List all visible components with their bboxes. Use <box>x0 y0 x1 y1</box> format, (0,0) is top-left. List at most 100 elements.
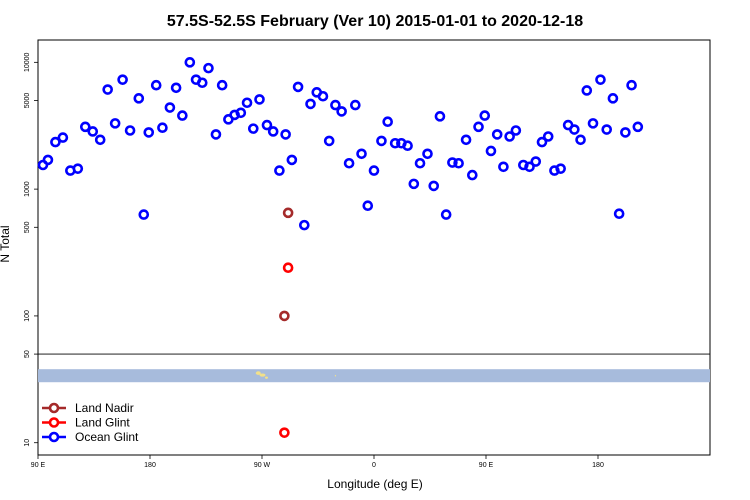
chart-title: 57.5S-52.5S February (Ver 10) 2015-01-01… <box>167 13 583 30</box>
ocean-glint-point <box>491 129 503 140</box>
ocean-glint-point <box>109 118 121 129</box>
ocean-glint-point <box>235 107 247 119</box>
y-tick-label: 100 <box>24 310 31 322</box>
ocean-glint-point <box>368 165 380 176</box>
x-tick-label: 180 <box>592 462 604 469</box>
ocean-glint-point <box>530 156 542 167</box>
ocean-glint-point <box>467 169 478 181</box>
ocean-glint-point <box>460 134 472 146</box>
x-tick-label: 180 <box>144 462 156 469</box>
ocean-glint-point <box>422 148 433 160</box>
ocean-glint-point <box>613 208 625 219</box>
ocean-glint-point <box>170 82 182 94</box>
land-glint-point <box>279 427 290 438</box>
ocean-glint-point <box>164 102 176 113</box>
ocean-glint-point <box>102 84 113 95</box>
y-tick-label: 5000 <box>24 93 31 109</box>
legend-marker-land-glint <box>48 417 60 428</box>
ocean-glint-point <box>479 110 491 121</box>
map-land-spot <box>334 374 337 377</box>
ocean-glint-point <box>607 93 619 104</box>
ocean-glint-point <box>247 123 259 134</box>
ocean-glint-point <box>292 81 304 93</box>
map-land-spot <box>255 371 261 375</box>
ocean-glint-point <box>356 148 367 160</box>
ocean-glint-point <box>42 154 54 166</box>
ocean-glint-point <box>362 200 374 212</box>
ocean-glint-point <box>50 136 61 148</box>
ocean-glint-point <box>124 125 136 136</box>
ocean-glint-point <box>382 116 393 128</box>
ocean-glint-point <box>143 127 155 138</box>
ocean-glint-point <box>177 110 188 121</box>
x-tick-label: 90 E <box>31 462 46 469</box>
x-tick-label: 0 <box>372 462 376 469</box>
ocean-glint-point <box>447 157 458 168</box>
y-axis: 10 50 100 500 1000 5000 10000 <box>24 52 38 447</box>
ocean-glint-point <box>434 111 446 122</box>
ocean-glint-point <box>57 132 69 143</box>
y-tick-label: 500 <box>24 221 31 233</box>
ocean-glint-point <box>267 126 279 137</box>
land-nadir-point <box>279 310 290 322</box>
land-nadir-point <box>282 207 294 219</box>
ocean-glint-point <box>440 209 452 220</box>
ocean-glint-point <box>414 157 426 169</box>
ocean-glint-point <box>216 79 228 91</box>
map-land-spot <box>264 376 268 379</box>
ocean-glint-point <box>389 137 401 149</box>
ocean-glint-point <box>280 129 291 140</box>
ocean-glint-point <box>133 93 145 104</box>
y-tick-label: 10000 <box>24 52 31 72</box>
ocean-glint-point <box>210 129 222 140</box>
ocean-glint-point <box>524 161 535 173</box>
legend-marker-ocean-glint <box>48 431 60 443</box>
y-tick-label: 1000 <box>24 181 31 197</box>
ocean-glint-point <box>632 121 644 133</box>
ocean-glint-point <box>203 62 214 74</box>
ocean-glint-point <box>587 118 599 129</box>
ocean-glint-point <box>473 121 484 133</box>
ocean-glint-point <box>350 99 361 111</box>
x-axis-label: Longitude (deg E) <box>327 477 422 491</box>
ocean-glint-point <box>286 154 298 166</box>
ocean-glint-point <box>575 134 586 146</box>
ocean-glint-point <box>536 136 548 148</box>
ocean-glint-point <box>376 135 387 147</box>
ocean-glint-point <box>94 134 106 146</box>
ocean-glint-point <box>317 90 329 102</box>
land-glint-point <box>282 262 294 274</box>
ocean-glint-point <box>485 145 497 157</box>
x-axis: 90 E 180 90 W 0 90 E 180 <box>31 455 604 469</box>
ocean-glint-point <box>336 106 347 117</box>
ocean-glint-point <box>117 74 128 85</box>
ocean-glint-point <box>428 180 440 192</box>
ocean-glint-point <box>274 165 285 176</box>
ocean-glint-point <box>72 163 84 174</box>
ocean-glint-point <box>138 209 150 220</box>
y-tick-label: 10 <box>24 439 31 447</box>
ocean-glint-point <box>343 157 355 169</box>
ocean-glint-point <box>305 98 316 110</box>
ocean-glint-point <box>581 85 593 96</box>
data-points <box>37 57 644 438</box>
y-axis-label: N Total <box>0 225 12 262</box>
ocean-glint-point <box>595 74 606 85</box>
ocean-glint-point <box>510 125 522 136</box>
ocean-glint-point <box>150 79 162 91</box>
ocean-glint-point <box>504 131 515 142</box>
legend-marker-land-nadir <box>48 402 60 414</box>
ocean-glint-point <box>402 140 413 152</box>
y-tick-label: 50 <box>24 350 31 358</box>
legend-label-ocean-glint: Ocean Glint <box>75 430 139 444</box>
legend-label-land-glint: Land Glint <box>75 416 130 430</box>
ocean-glint-point <box>196 77 208 89</box>
ocean-glint-point <box>620 127 631 138</box>
ocean-glint-point <box>453 157 464 169</box>
ocean-glint-point <box>323 135 335 147</box>
ocean-glint-point <box>254 94 265 105</box>
legend-label-land-nadir: Land Nadir <box>75 401 134 415</box>
ocean-glint-point <box>330 99 341 111</box>
